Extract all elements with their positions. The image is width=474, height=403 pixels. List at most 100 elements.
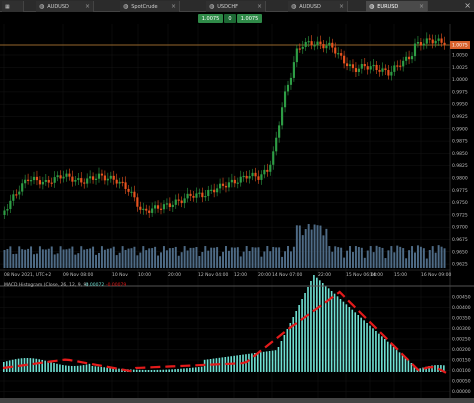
volume-bar: [33, 254, 35, 268]
histogram-bar: [44, 360, 46, 372]
histogram-bar: [398, 352, 401, 372]
volume-bar: [437, 245, 440, 268]
volume-bar: [375, 245, 378, 268]
histogram-bar: [239, 355, 241, 372]
candle-body: [74, 179, 77, 182]
histogram-bar: [115, 368, 117, 372]
histogram-bar: [366, 323, 368, 372]
volume-bar: [142, 246, 145, 268]
histogram-bar: [159, 369, 162, 372]
time-tick-label: 10:00: [138, 272, 151, 278]
candle-body: [118, 181, 121, 184]
tab-audusd[interactable]: ◍ AUDUSD ×: [36, 1, 94, 12]
volume-bar: [77, 253, 80, 268]
window-close-icon[interactable]: ×: [464, 1, 471, 10]
histogram-bar: [183, 368, 185, 372]
histogram-bar: [29, 358, 32, 372]
sell-button[interactable]: 1.0075: [198, 14, 223, 23]
candle-body: [304, 41, 307, 47]
close-icon[interactable]: ×: [418, 3, 424, 10]
volume-bar: [171, 247, 174, 268]
volume-bar: [284, 251, 287, 268]
histogram-bar: [248, 353, 250, 372]
histogram-bar: [171, 369, 173, 372]
histogram-bar: [67, 365, 70, 372]
histogram-bar: [342, 301, 345, 372]
close-icon[interactable]: ×: [84, 3, 90, 10]
price-tick-label: 0.9825: [452, 163, 468, 169]
volume-bar: [269, 251, 272, 268]
volume-bar: [162, 246, 165, 268]
close-icon[interactable]: ×: [338, 3, 344, 10]
volume-bar: [281, 256, 284, 268]
histogram-bar: [150, 369, 153, 372]
current-price-tag: [450, 41, 470, 49]
tab-usdchf[interactable]: ◍ USDCHF ×: [206, 1, 266, 12]
histogram-bar: [165, 369, 168, 372]
close-icon[interactable]: ×: [170, 3, 176, 10]
chart-icon: ◍: [123, 2, 129, 10]
tab-spotcrude[interactable]: ◍ SpotCrude ×: [120, 1, 180, 12]
histogram-bar: [50, 362, 52, 372]
histogram-bar: [319, 280, 321, 372]
candle-body: [422, 43, 425, 46]
histogram-bar: [431, 365, 433, 372]
candle-body: [325, 45, 328, 49]
volume-bar: [189, 247, 192, 268]
candle-body: [343, 55, 346, 64]
candle-body: [86, 178, 89, 184]
candle-body: [195, 193, 198, 198]
candle-body: [80, 178, 83, 183]
histogram-bar: [416, 369, 419, 372]
price-tick-label: 0.9675: [452, 237, 468, 243]
candle-body: [89, 176, 92, 179]
price-tick-label: 0.9700: [452, 225, 468, 231]
histogram-bar: [254, 353, 256, 372]
volume-bar: [431, 246, 434, 268]
volume-bar: [422, 248, 425, 268]
close-icon[interactable]: ×: [256, 3, 262, 10]
volume-bar: [337, 247, 340, 268]
volume-bar: [24, 249, 27, 268]
volume-bar: [151, 248, 154, 268]
volume-bar: [245, 246, 248, 268]
candle-body: [369, 66, 372, 70]
histogram-bar: [357, 315, 359, 372]
candle-body: [38, 180, 41, 185]
volume-bar: [428, 250, 431, 268]
price-tick-label: 0.9625: [452, 262, 468, 268]
candle-body: [177, 199, 180, 201]
candle-body: [44, 179, 47, 182]
candle-body: [245, 175, 248, 179]
candle-body: [56, 175, 59, 178]
volume-bar: [222, 251, 224, 268]
volume-bar: [12, 254, 15, 268]
volume-bar: [272, 246, 275, 268]
histogram-bar: [280, 341, 283, 372]
histogram-bar: [135, 369, 138, 372]
time-tick-label: 08 Nov 2021, UTC+2: [4, 272, 51, 278]
buy-button[interactable]: 1.0075: [237, 14, 262, 23]
volume-bar: [15, 253, 18, 268]
candle-body: [425, 38, 428, 44]
histogram-bar: [274, 350, 277, 372]
histogram-bar: [307, 287, 309, 372]
tab-home[interactable]: ▦: [2, 1, 24, 12]
tab-audusd-2[interactable]: ◍ AUDUSD ×: [288, 1, 348, 12]
candle-body: [334, 47, 337, 54]
volume-bar: [304, 229, 307, 268]
tab-eurusd[interactable]: ◍ EURUSD ×: [366, 1, 428, 12]
volume-bar: [254, 247, 257, 268]
volume-bar: [384, 258, 387, 268]
volume-bar: [381, 247, 384, 268]
volume-bar: [35, 253, 38, 268]
candle-body: [106, 178, 109, 181]
histogram-bar: [354, 312, 357, 372]
volume-bar: [239, 256, 242, 268]
candle-body: [328, 42, 331, 46]
chart-icon: ◍: [291, 2, 297, 10]
candle-body: [348, 64, 352, 67]
candle-body: [254, 172, 257, 177]
histogram-bar: [38, 359, 41, 372]
